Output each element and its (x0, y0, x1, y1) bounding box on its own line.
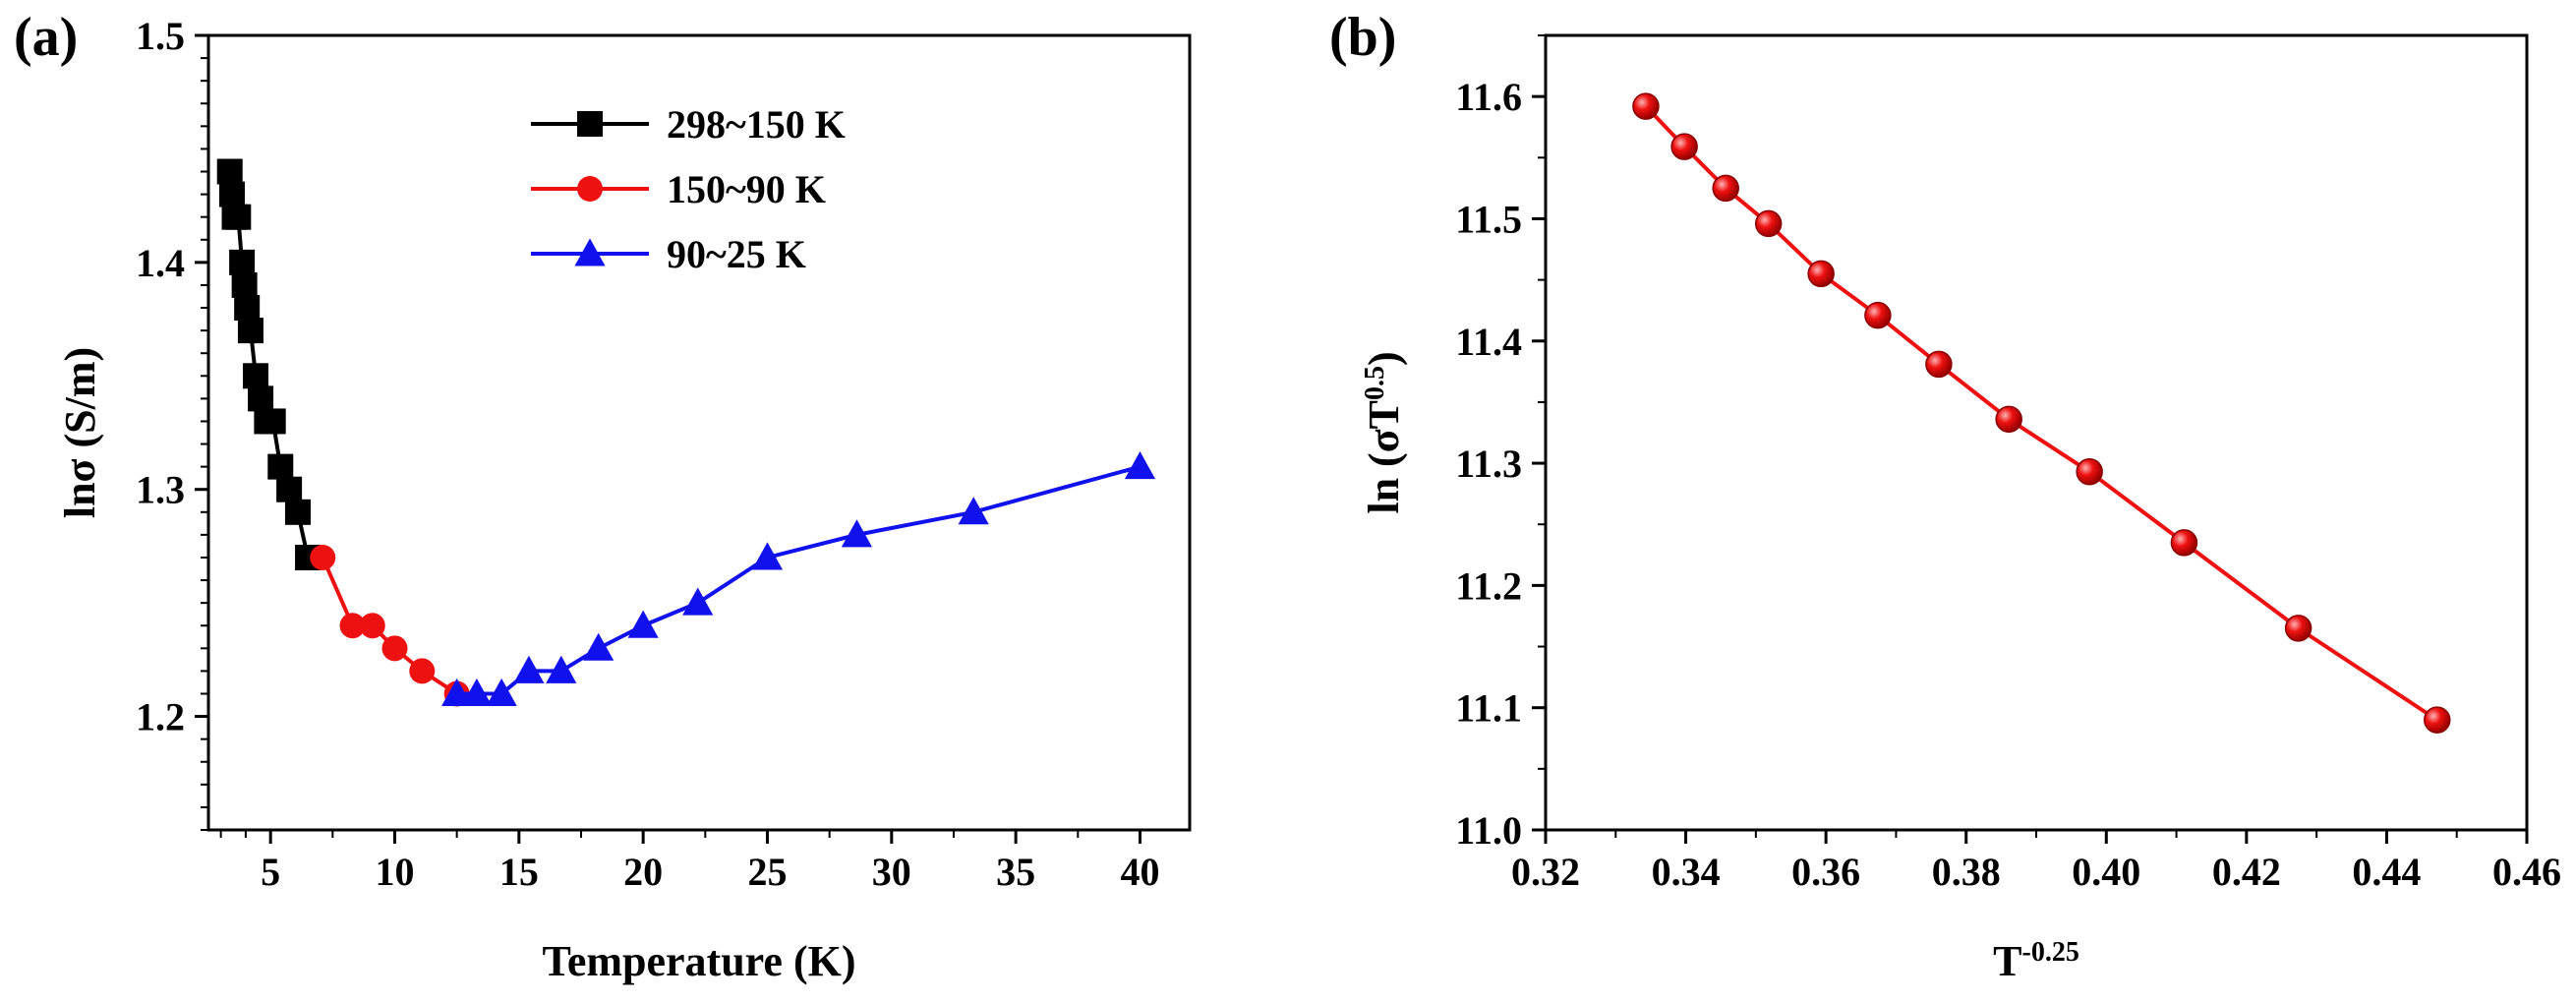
data-point-sphere (2424, 706, 2451, 734)
data-point-sphere (1807, 260, 1835, 288)
data-point-triangle (958, 497, 989, 525)
y-tick-label: 11.6 (1455, 75, 1522, 119)
data-point-circle (381, 635, 408, 662)
panel-b-label: (b) (1329, 7, 1396, 68)
data-point-sphere (1925, 350, 1953, 379)
data-point-square (276, 476, 303, 502)
data-point-triangle (441, 678, 473, 706)
data-point-sphere (2076, 458, 2103, 486)
panel-a-x-axis-title: Temperature (K) (543, 937, 856, 985)
data-point-sphere (1995, 405, 2022, 434)
data-point-sphere (2170, 529, 2198, 557)
x-tick-label: 10 (375, 850, 414, 894)
data-point-sphere (1864, 301, 1892, 329)
data-point-square (225, 204, 252, 230)
panel-b-chart: (b) 0.32 0.34 0.36 0.38 0.40 0.42 0.44 0.46 11.0… (1329, 7, 2561, 985)
legend-label: 298~150 K (667, 102, 846, 147)
data-point-triangle (574, 238, 606, 266)
data-point-sphere (1632, 92, 1660, 120)
panel-a-ticks: 5 10 15 20 25 30 35 40 1.2 1.3 1.4 1.5 (136, 14, 1159, 894)
y-tick-label: 11.5 (1455, 197, 1522, 241)
y-tick-label: 1.3 (136, 468, 185, 512)
series-line (1644, 104, 2438, 722)
panel-b-x-axis-title: T-0.25 (1993, 937, 2079, 986)
y-tick-label: 11.2 (1455, 563, 1522, 608)
data-point-triangle (627, 610, 659, 638)
x-tick-label: 35 (996, 850, 1035, 894)
data-point-circle (577, 176, 603, 202)
panel-a-label: (a) (14, 7, 78, 68)
panel-a-series (216, 158, 1156, 707)
x-tick-label: 0.42 (2212, 850, 2281, 894)
data-point-square (234, 295, 261, 322)
series-2 (310, 544, 470, 707)
x-tick-label: 15 (499, 850, 539, 894)
series-1 (1632, 92, 2451, 734)
data-point-triangle (583, 632, 615, 661)
data-point-square (237, 318, 263, 344)
legend-label: 90~25 K (667, 232, 806, 276)
panel-a-y-axis-title: lnσ (S/m) (56, 347, 104, 518)
data-point-triangle (461, 678, 493, 706)
x-tick-label: 30 (872, 850, 911, 894)
x-tick-label: 0.34 (1652, 850, 1721, 894)
x-tick-label: 0.44 (2352, 850, 2421, 894)
data-point-sphere (2284, 615, 2313, 642)
panel-a-chart: (a) 5 10 15 20 25 30 35 40 1.2 1.3 1.4 1.5 298~150 … (14, 7, 1192, 985)
data-point-triangle (841, 519, 873, 548)
data-point-sphere (1754, 209, 1783, 238)
data-point-sphere (1712, 174, 1739, 203)
data-point-square (577, 111, 603, 137)
data-point-square (216, 158, 243, 185)
x-tick-label: 0.38 (1932, 850, 2001, 894)
data-point-sphere (1670, 133, 1698, 160)
series-1 (216, 158, 322, 570)
legend-label: 150~90 K (667, 167, 826, 211)
x-tick-label: 0.36 (1791, 850, 1860, 894)
data-point-square (284, 499, 311, 525)
data-point-square (219, 181, 246, 207)
data-point-triangle (751, 542, 784, 570)
y-tick-label: 11.0 (1455, 808, 1522, 853)
panel-b-ticks: 0.32 0.34 0.36 0.38 0.40 0.42 0.44 0.46 11.0 11.1… (1455, 34, 2561, 894)
panel-a-legend: 298~150 K 150~90 K 90~25 K (531, 102, 846, 276)
data-point-square (260, 408, 286, 435)
x-tick-label: 25 (747, 850, 787, 894)
data-point-square (248, 385, 274, 412)
data-point-square (231, 271, 258, 298)
data-point-triangle (546, 655, 577, 683)
legend-item: 298~150 K (531, 102, 846, 147)
data-point-triangle (1124, 451, 1156, 480)
data-point-circle (310, 544, 336, 570)
x-tick-label: 0.40 (2072, 850, 2140, 894)
y-tick-label: 11.4 (1455, 320, 1522, 364)
data-point-triangle (682, 587, 714, 616)
x-tick-label: 0.32 (1511, 850, 1580, 894)
data-point-square (267, 453, 294, 480)
y-tick-label: 1.4 (136, 241, 185, 285)
panel-a-frame (206, 33, 1192, 832)
data-point-square (243, 363, 269, 389)
y-tick-label: 1.2 (136, 695, 185, 739)
x-tick-label: 40 (1120, 850, 1159, 894)
x-tick-label: 5 (261, 850, 280, 894)
data-point-circle (359, 613, 385, 639)
series-3 (441, 451, 1156, 706)
data-point-circle (339, 613, 366, 639)
x-tick-label: 0.46 (2492, 850, 2561, 894)
y-tick-label: 1.5 (136, 14, 185, 58)
data-point-triangle (486, 678, 517, 706)
panel-b-series (1632, 92, 2451, 734)
y-tick-label: 11.3 (1455, 442, 1522, 486)
y-tick-label: 11.1 (1455, 686, 1522, 731)
data-point-triangle (513, 655, 545, 683)
data-point-square (229, 249, 256, 275)
x-tick-label: 20 (623, 850, 663, 894)
legend-item: 90~25 K (531, 232, 806, 276)
data-point-circle (409, 658, 436, 684)
legend-item: 150~90 K (531, 167, 826, 211)
panel-b-y-axis-title: ln (σT0.5) (1360, 351, 1409, 513)
